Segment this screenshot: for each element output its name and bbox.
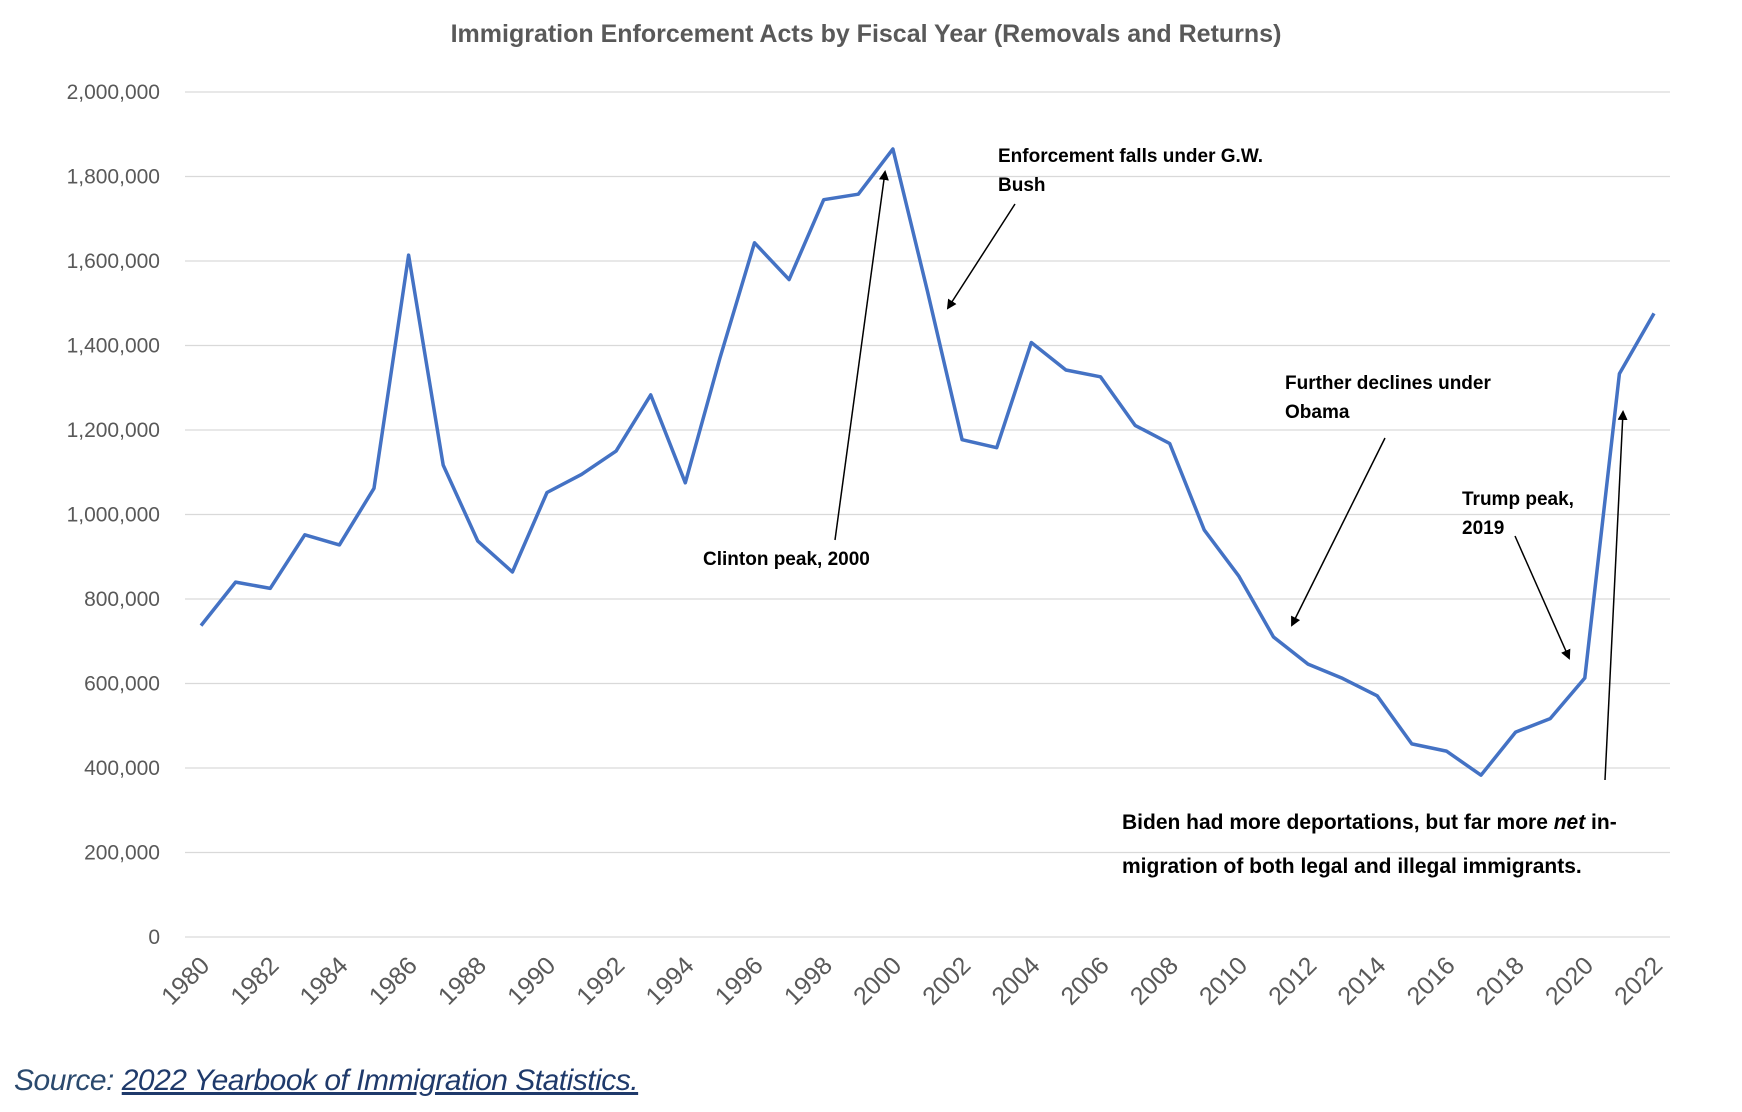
x-tick-label: 2000 (848, 951, 907, 1010)
annotation-obama-arrow (1291, 437, 1386, 627)
x-tick-label: 2010 (1194, 951, 1253, 1010)
x-axis-ticks: 1980 1982 1984 1986 1988 1990 1992 1994 1996 1998… (156, 951, 1668, 1010)
annotation-obama-line2: Obama (1285, 402, 1350, 423)
annotation-biden: Biden had more deportations, but far mor… (1122, 410, 1628, 878)
x-tick-label: 1988 (433, 951, 492, 1010)
x-tick-label: 2014 (1332, 951, 1391, 1010)
annotation-bush-arrow (946, 203, 1016, 310)
annotation-bush: Enforcement falls under G.W. Bush (946, 146, 1263, 310)
source-prefix: Source: (14, 1064, 122, 1097)
x-tick-label: 2004 (986, 951, 1045, 1010)
x-tick-label: 1996 (710, 951, 769, 1010)
annotation-trump-arrow (1514, 535, 1571, 660)
source-caption: Source: 2022 Yearbook of Immigration Sta… (14, 1064, 639, 1098)
y-tick-label: 800,000 (84, 588, 160, 611)
x-tick-label: 1986 (364, 951, 423, 1010)
y-tick-label: 400,000 (84, 757, 160, 780)
annotation-biden-arrow (1604, 410, 1628, 781)
series-group (199, 147, 1656, 777)
y-tick-label: 0 (148, 926, 160, 949)
source-link[interactable]: 2022 Yearbook of Immigration Statistics. (121, 1064, 639, 1097)
x-tick-label: 2008 (1125, 951, 1184, 1010)
x-tick-label: 1990 (502, 951, 561, 1010)
x-tick-label: 2018 (1471, 951, 1530, 1010)
annotation-clinton-text: Clinton peak, 2000 (703, 549, 870, 570)
x-tick-label: 2016 (1402, 951, 1461, 1010)
annotation-trump: Trump peak, 2019 (1462, 489, 1574, 660)
x-tick-label: 1982 (225, 951, 284, 1010)
annotation-bush-line1: Enforcement falls under G.W. (998, 146, 1263, 167)
gridlines (185, 91, 1670, 938)
x-tick-label: 1998 (779, 951, 838, 1010)
y-tick-label: 1,400,000 (67, 335, 160, 358)
y-tick-label: 1,600,000 (67, 250, 160, 273)
x-tick-label: 2022 (1609, 951, 1668, 1010)
annotation-biden-line2: migration of both legal and illegal immi… (1122, 855, 1582, 878)
x-tick-label: 1992 (571, 951, 630, 1010)
x-tick-label: 1994 (640, 951, 699, 1010)
x-tick-label: 1984 (294, 951, 353, 1010)
annotation-clinton: Clinton peak, 2000 (703, 170, 889, 570)
x-tick-label: 2002 (917, 951, 976, 1010)
y-tick-label: 1,800,000 (67, 166, 160, 189)
y-tick-label: 2,000,000 (67, 81, 160, 104)
x-tick-label: 2012 (1263, 951, 1322, 1010)
annotation-trump-line2: 2019 (1462, 518, 1504, 539)
annotation-obama-line1: Further declines under (1285, 373, 1491, 394)
annotation-trump-line1: Trump peak, (1462, 489, 1574, 510)
chart-title: Immigration Enforcement Acts by Fiscal Y… (451, 20, 1282, 48)
y-tick-label: 1,000,000 (67, 504, 160, 527)
y-axis-ticks: 0 200,000 400,000 600,000 800,000 1,000,000 1,… (67, 81, 160, 949)
y-tick-label: 200,000 (84, 842, 160, 865)
annotation-biden-line1: Biden had more deportations, but far mor… (1122, 811, 1617, 834)
annotation-bush-line2: Bush (998, 175, 1046, 196)
series-line (199, 147, 1656, 777)
y-tick-label: 1,200,000 (67, 419, 160, 442)
annotation-obama: Further declines under Obama (1285, 373, 1491, 627)
annotation-clinton-arrow (834, 170, 889, 541)
x-tick-label: 1980 (156, 951, 215, 1010)
y-tick-label: 600,000 (84, 673, 160, 696)
x-tick-label: 2020 (1540, 951, 1599, 1010)
x-tick-label: 2006 (1056, 951, 1115, 1010)
